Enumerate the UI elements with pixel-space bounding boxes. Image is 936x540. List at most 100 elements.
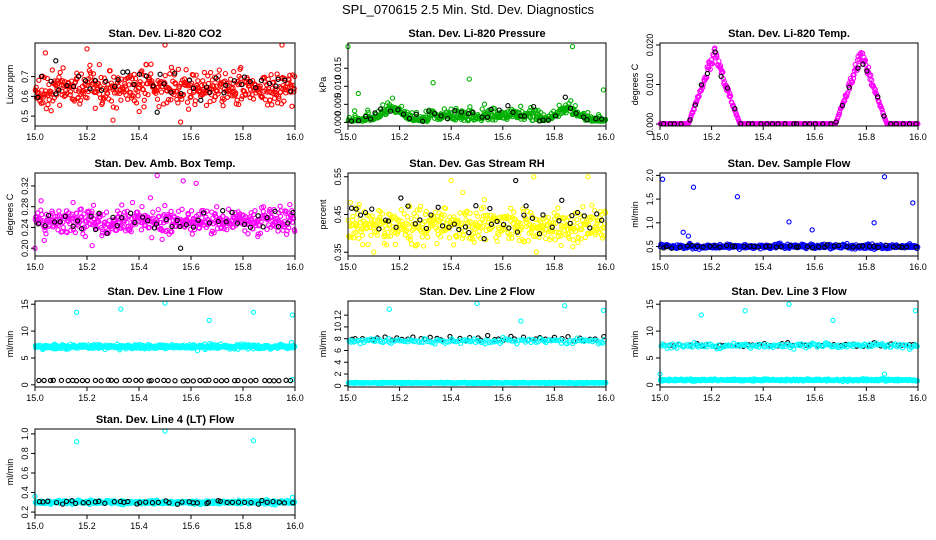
data-point (78, 206, 84, 212)
y-axis-label: percent (318, 199, 328, 230)
data-point (84, 377, 91, 384)
data-point (580, 204, 586, 210)
data-point (281, 98, 287, 104)
data-point (224, 94, 231, 101)
data-point (90, 202, 97, 208)
y-axis-label: kPa (318, 77, 328, 93)
data-point (94, 218, 101, 224)
data-point (108, 98, 115, 104)
y-tick-label: 15 (20, 299, 30, 309)
data-point (253, 85, 259, 91)
x-tick-label: 15.4 (442, 262, 460, 272)
x-tick-label: 16.0 (286, 393, 304, 403)
data-point (87, 62, 93, 68)
y-tick-label: 0.000 (333, 111, 343, 134)
data-point (268, 72, 274, 78)
data-point (266, 80, 273, 87)
data-point (377, 106, 384, 112)
data-point (260, 204, 267, 210)
data-point (220, 208, 226, 214)
data-point (195, 211, 202, 218)
data-point (41, 237, 47, 244)
y-tick-label: 0.28 (20, 198, 30, 216)
y-axis-label: degrees C (630, 63, 640, 105)
data-point (72, 229, 79, 236)
data-point (521, 116, 528, 122)
data-point (881, 371, 888, 377)
y-axis-label: ml/min (5, 331, 15, 358)
data-point (252, 208, 258, 214)
data-point (680, 229, 686, 235)
data-point (220, 103, 226, 109)
data-point (398, 195, 404, 201)
data-point (368, 232, 374, 239)
data-point (201, 69, 208, 76)
data-point (133, 377, 139, 384)
y-tick-label: 0.010 (645, 73, 655, 96)
data-point (533, 249, 539, 255)
x-tick-label: 16.0 (909, 132, 927, 142)
data-point (266, 378, 273, 384)
data-point (282, 77, 288, 83)
data-point (262, 97, 269, 103)
data-point (372, 110, 378, 116)
data-point (51, 219, 58, 225)
data-point (206, 317, 212, 324)
data-point (507, 205, 514, 211)
data-point (262, 377, 268, 384)
data-point (104, 90, 111, 96)
data-point (460, 189, 466, 196)
data-point (685, 233, 692, 239)
data-point (139, 68, 145, 74)
data-point (830, 317, 836, 324)
data-point (287, 72, 293, 78)
data-point (179, 206, 185, 212)
data-point (355, 118, 362, 124)
data-point (145, 91, 151, 98)
data-point (203, 102, 210, 109)
y-tick-label: 0.000 (645, 113, 655, 136)
data-point (148, 71, 154, 77)
data-point (275, 223, 282, 230)
data-point (599, 116, 605, 122)
x-tick-label: 15.4 (130, 132, 148, 142)
data-point (190, 224, 197, 230)
data-point (200, 78, 206, 84)
plot-frame (659, 42, 919, 127)
data-point (849, 79, 856, 85)
data-point (77, 101, 83, 107)
data-point (528, 104, 534, 111)
data-point (138, 377, 144, 384)
data-point (171, 88, 177, 95)
data-point (910, 200, 916, 206)
data-point (212, 213, 219, 219)
data-point (239, 81, 245, 88)
data-point (283, 231, 290, 237)
data-point (545, 117, 552, 123)
data-point (118, 97, 124, 103)
y-tick-label: 0.35 (333, 243, 343, 261)
x-tick-label: 15.2 (78, 393, 96, 403)
data-point (157, 71, 163, 77)
data-point (154, 172, 160, 179)
data-point (727, 93, 734, 99)
data-point (139, 214, 146, 220)
data-point (265, 76, 271, 82)
data-point (593, 116, 599, 122)
data-point (371, 249, 377, 255)
x-tick-label: 15.8 (858, 262, 876, 272)
data-point (568, 98, 574, 104)
data-point (351, 108, 358, 114)
y-tick-label: 0.5 (645, 240, 655, 253)
data-point (363, 113, 369, 120)
data-point (60, 65, 66, 71)
data-point (862, 57, 869, 63)
data-point (109, 221, 116, 227)
data-point (869, 77, 875, 83)
data-point (90, 71, 97, 77)
data-point (165, 377, 171, 384)
data-point (56, 208, 62, 214)
x-tick-label: 15.6 (182, 132, 200, 142)
data-point (199, 82, 205, 89)
